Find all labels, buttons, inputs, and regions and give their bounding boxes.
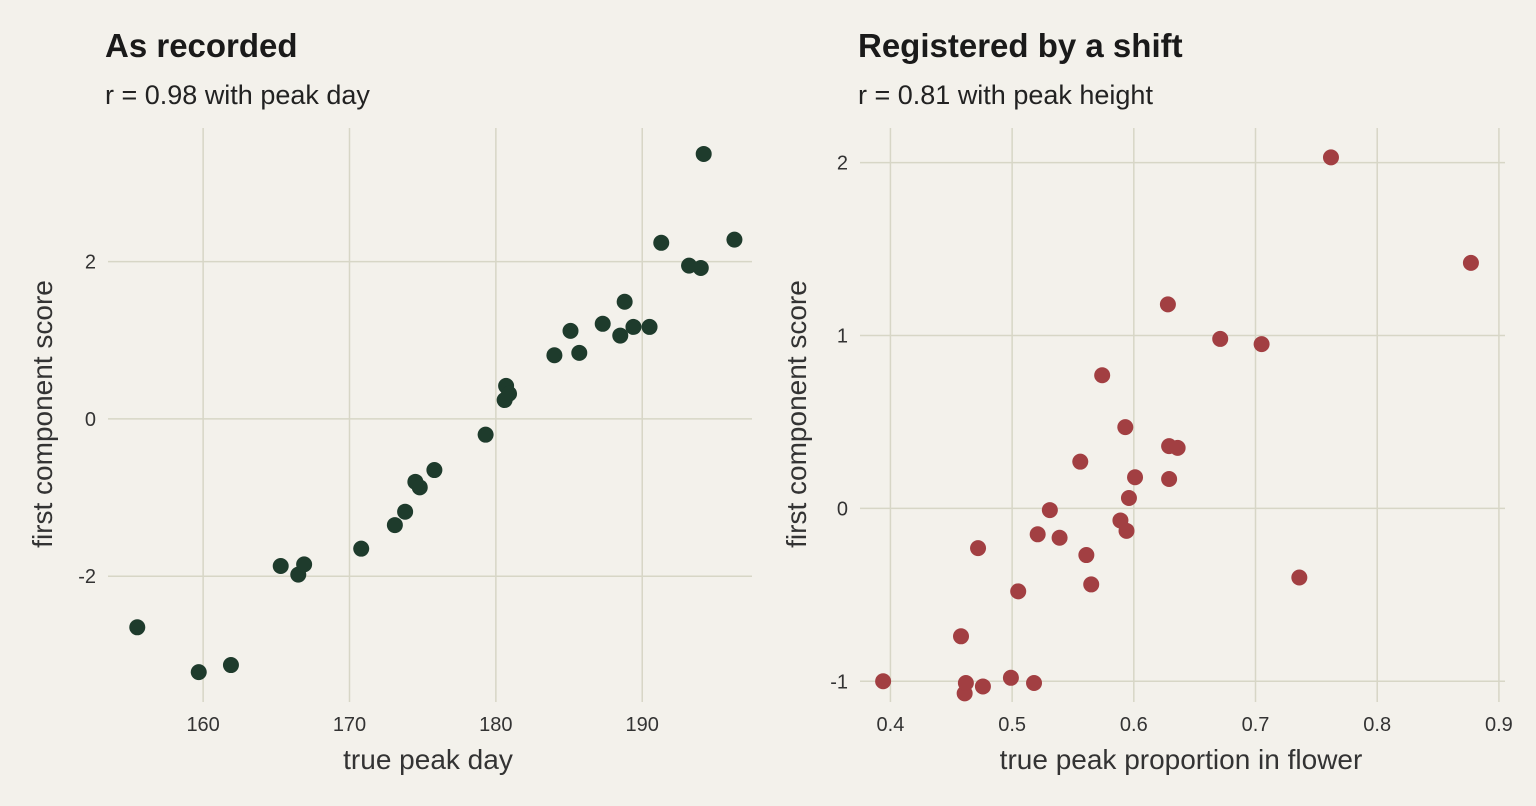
y-axis-label: first component score (27, 280, 58, 548)
panel-title: Registered by a shift (858, 27, 1183, 64)
x-tick-label: 0.9 (1485, 714, 1513, 736)
x-tick-label: 0.4 (877, 714, 905, 736)
tick-labels: 160 170 180 190 -2 0 2 (78, 252, 659, 736)
data-point (1041, 502, 1058, 519)
data-point (501, 385, 518, 402)
data-point (426, 462, 443, 479)
data-point (641, 318, 658, 335)
x-tick-label: 0.6 (1120, 714, 1148, 736)
data-point (1010, 583, 1027, 600)
data-point (562, 322, 579, 339)
data-point (1322, 149, 1339, 166)
data-point (875, 673, 892, 690)
data-point (1083, 576, 1100, 593)
data-point (272, 557, 289, 574)
data-point (1253, 336, 1270, 353)
panel-title: As recorded (105, 27, 298, 64)
data-point (353, 540, 370, 557)
data-point (957, 674, 974, 691)
data-point (1161, 470, 1178, 487)
y-tick-label: 0 (837, 498, 848, 520)
tick-labels: 0.4 0.5 0.6 0.7 0.8 0.9 -1 0 1 2 (830, 153, 1513, 736)
y-tick-label: -2 (78, 566, 96, 588)
x-tick-label: 190 (626, 714, 659, 736)
data-point (411, 479, 428, 496)
data-point (953, 628, 970, 645)
gridlines (860, 128, 1505, 702)
x-tick-label: 170 (333, 714, 366, 736)
x-axis-label: true peak day (343, 744, 513, 775)
data-point (1029, 526, 1046, 543)
x-tick-label: 0.8 (1363, 714, 1391, 736)
data-point (1072, 453, 1089, 470)
data-point (222, 657, 239, 674)
data-point (397, 503, 414, 520)
data-point (612, 327, 629, 344)
data-point (477, 426, 494, 443)
data-point (692, 259, 709, 276)
data-point (1094, 367, 1111, 384)
data-point (625, 318, 642, 335)
data-point (1002, 669, 1019, 686)
data-point (1118, 522, 1135, 539)
data-point (594, 315, 611, 332)
data-point (974, 678, 991, 695)
x-axis-label: true peak proportion in flower (1000, 744, 1363, 775)
data-point (1212, 330, 1229, 347)
data-point (190, 664, 207, 681)
data-point (616, 293, 633, 310)
panel-subtitle: r = 0.81 with peak height (858, 80, 1153, 110)
data-point (1117, 419, 1134, 436)
y-tick-label: 1 (837, 325, 848, 347)
data-point (726, 231, 743, 248)
data-point (1051, 529, 1068, 546)
data-points (875, 149, 1479, 702)
y-axis-label: first component score (781, 280, 812, 548)
y-tick-label: -1 (830, 671, 848, 693)
x-tick-label: 0.7 (1242, 714, 1270, 736)
data-point (1078, 547, 1095, 564)
data-point (1120, 489, 1137, 506)
data-point (653, 234, 670, 251)
data-point (1159, 296, 1176, 313)
data-point (695, 145, 712, 162)
data-point (296, 556, 313, 573)
data-point (1026, 674, 1043, 691)
data-point (1127, 469, 1144, 486)
data-point (546, 347, 563, 364)
data-point (129, 619, 146, 636)
data-point (1462, 254, 1479, 271)
data-point (1169, 439, 1186, 456)
data-point (571, 344, 588, 361)
y-tick-label: 0 (85, 409, 96, 431)
data-point (970, 540, 987, 557)
x-tick-label: 180 (479, 714, 512, 736)
data-point (1291, 569, 1308, 586)
panel-subtitle: r = 0.98 with peak day (105, 80, 370, 110)
gridlines (108, 128, 752, 702)
data-point (386, 517, 403, 534)
panel-registered-by-shift: Registered by a shift r = 0.81 with peak… (781, 27, 1513, 775)
y-tick-label: 2 (837, 153, 848, 175)
x-tick-label: 160 (186, 714, 219, 736)
y-tick-label: 2 (85, 252, 96, 274)
data-points (129, 145, 743, 681)
x-tick-label: 0.5 (998, 714, 1026, 736)
panel-as-recorded: As recorded r = 0.98 with peak day 160 17… (27, 27, 752, 775)
